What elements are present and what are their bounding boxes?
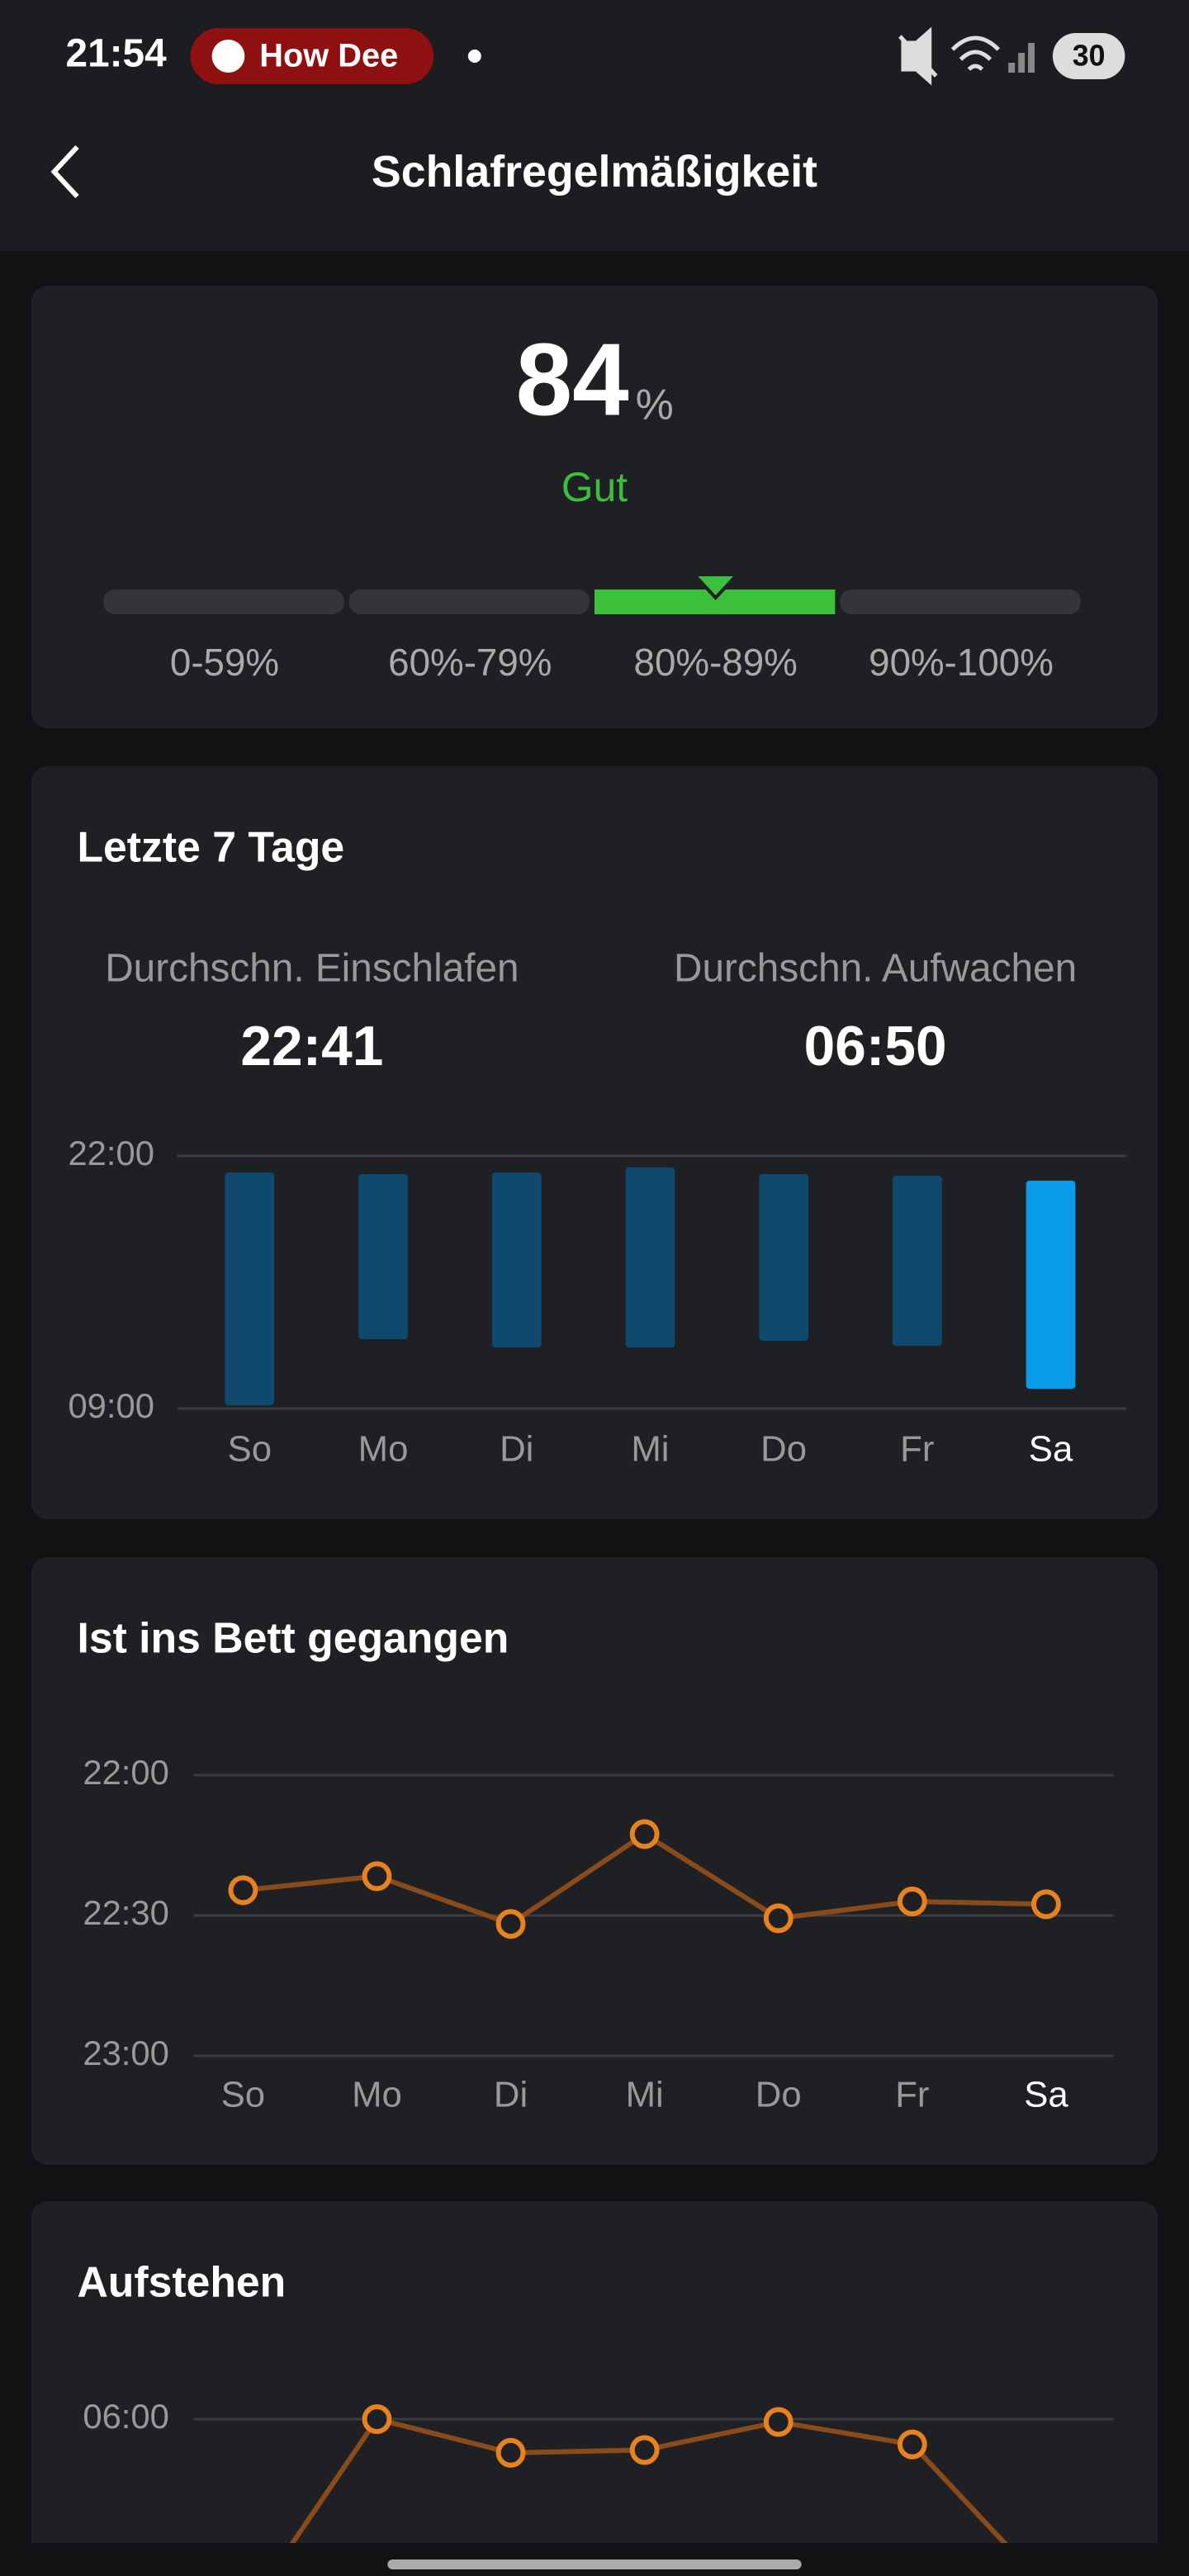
score-segment	[348, 590, 590, 614]
header-bg	[0, 0, 1189, 251]
y-tick-label: 06:00	[83, 2397, 169, 2436]
x-tick-label: So	[228, 1429, 272, 1470]
point	[495, 1909, 526, 1939]
point	[763, 2407, 793, 2437]
point	[629, 1819, 660, 1849]
point	[228, 1875, 258, 1906]
x-tick-label: Fr	[900, 1429, 934, 1470]
score-card	[31, 286, 1158, 728]
spotify-icon	[211, 40, 245, 73]
signal-icon	[1008, 43, 1035, 73]
y-tick-label: 22:00	[83, 1753, 169, 1792]
chart-layer: 0-59% 60%-79% 80%-89% 90%-100% 22:00 09:00 So M…	[68, 573, 1127, 2543]
notification-dot	[467, 50, 481, 63]
score: 84	[516, 323, 629, 437]
score-segment	[840, 590, 1081, 614]
x-tick-label: Sa	[1029, 1429, 1073, 1470]
x-tick-label: Do	[756, 2075, 802, 2115]
card-title: Letzte 7 Tage	[77, 823, 344, 871]
card-title: Ist ins Bett gegangen	[77, 1614, 509, 1662]
x-tick-label: Di	[500, 1429, 533, 1470]
mute-icon	[898, 26, 938, 86]
score-marker	[690, 573, 741, 600]
stat-label: Durchschn. Aufwachen	[674, 947, 1077, 991]
point	[362, 2404, 392, 2434]
sleep-bar	[1026, 1181, 1076, 1390]
sleep-bar	[892, 1175, 942, 1347]
segment-label: 80%-89%	[634, 641, 798, 684]
segment-label: 0-59%	[170, 641, 279, 684]
y-tick-label: 09:00	[68, 1386, 154, 1425]
x-tick-label: Di	[494, 2075, 528, 2115]
y-tick-label: 23:00	[83, 2034, 169, 2072]
media-title: How Dee	[259, 37, 398, 73]
stat-label: Durchschn. Einschlafen	[105, 947, 519, 991]
media-pill[interactable]	[190, 28, 434, 84]
home-indicator	[387, 2559, 802, 2569]
point	[495, 2437, 526, 2468]
segment-label: 60%-79%	[388, 641, 552, 684]
point	[1031, 1889, 1061, 1920]
wifi-icon	[950, 36, 1001, 71]
y-tick-label: 22:30	[83, 1893, 169, 1932]
score-unit: %	[636, 381, 674, 429]
point	[897, 1887, 927, 1916]
x-tick-label: Mi	[631, 1429, 669, 1470]
x-tick-label: Sa	[1024, 2075, 1068, 2115]
x-tick-label: Mo	[352, 2075, 402, 2115]
battery	[1052, 33, 1125, 79]
segment-label: 90%-100%	[869, 641, 1054, 684]
point	[763, 1903, 793, 1934]
x-tick-label: Fr	[895, 2075, 929, 2115]
y-tick-label: 22:00	[68, 1134, 154, 1172]
page-title: Schlafregelmäßigkeit	[372, 147, 817, 197]
sleep-bar	[225, 1172, 275, 1406]
back-button[interactable]	[50, 144, 79, 199]
point	[362, 1861, 392, 1892]
stat-value: 06:50	[804, 1016, 947, 1077]
card-title: Aufstehen	[77, 2258, 286, 2306]
point	[897, 2429, 927, 2460]
x-tick-label: So	[221, 2075, 266, 2115]
score-rating: Gut	[561, 464, 628, 510]
x-tick-label: Mi	[626, 2075, 664, 2115]
battery-level: 30	[1073, 39, 1106, 72]
sleep-bar	[759, 1173, 808, 1341]
week-card	[31, 766, 1158, 1519]
sleep-bar	[358, 1173, 408, 1339]
x-tick-label: Do	[760, 1429, 807, 1470]
x-tick-label: Mo	[358, 1429, 409, 1470]
score-segment	[103, 590, 344, 614]
wake-card	[31, 2201, 1158, 2576]
bed-card	[31, 1557, 1158, 2165]
stat-value: 22:41	[240, 1016, 383, 1077]
point	[629, 2435, 660, 2465]
sleep-bar	[625, 1167, 675, 1348]
sleep-bar	[491, 1172, 542, 1348]
clock: 21:54	[66, 32, 167, 76]
